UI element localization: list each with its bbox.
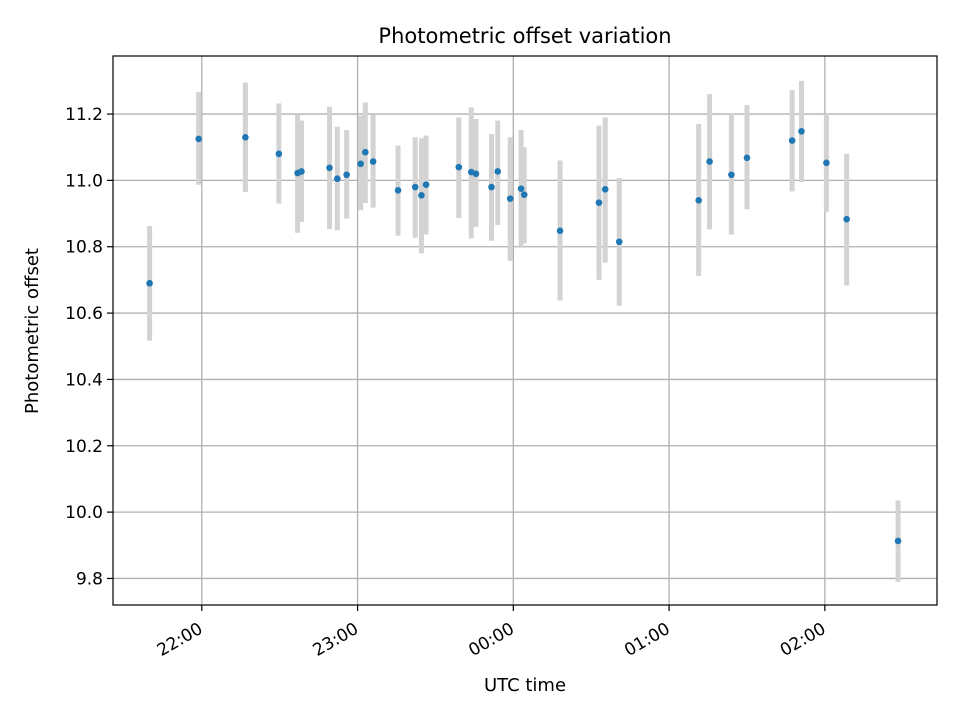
data-point bbox=[298, 168, 305, 175]
data-point bbox=[798, 128, 805, 135]
data-point bbox=[146, 279, 153, 287]
data-point bbox=[520, 191, 528, 198]
data-point bbox=[411, 183, 419, 191]
data-point bbox=[788, 137, 796, 144]
data-point bbox=[743, 154, 751, 162]
data-point bbox=[894, 537, 902, 545]
data-point bbox=[601, 186, 609, 193]
data-point bbox=[362, 148, 369, 156]
data-point bbox=[369, 158, 377, 165]
data-point bbox=[506, 195, 514, 202]
plot-area bbox=[113, 56, 937, 605]
data-point bbox=[595, 199, 603, 206]
data-point bbox=[494, 168, 502, 175]
data-point bbox=[334, 175, 341, 183]
grid bbox=[113, 56, 937, 605]
data-point bbox=[343, 171, 350, 179]
data-point bbox=[195, 135, 202, 143]
chart-title: Photometric offset variation bbox=[378, 24, 671, 48]
data-point bbox=[517, 185, 525, 192]
data-point bbox=[556, 227, 564, 235]
y-tick-label: 10.2 bbox=[65, 437, 103, 457]
data-point bbox=[418, 192, 425, 199]
plot-frame bbox=[112, 55, 938, 606]
data-point bbox=[455, 163, 463, 171]
data-point bbox=[728, 171, 735, 179]
y-tick-label: 10.4 bbox=[65, 370, 103, 390]
y-tick-label: 9.8 bbox=[76, 569, 103, 589]
data-point bbox=[488, 183, 495, 191]
y-axis-label: Photometric offset bbox=[22, 248, 43, 414]
y-tick-label: 10.6 bbox=[65, 304, 103, 324]
data-point bbox=[326, 164, 333, 172]
data-point bbox=[422, 181, 430, 189]
data-point bbox=[242, 133, 249, 141]
data-point bbox=[695, 196, 702, 204]
data-point bbox=[823, 159, 830, 167]
data-points bbox=[146, 128, 902, 545]
y-tick-label: 10.8 bbox=[65, 238, 103, 258]
data-point bbox=[394, 187, 402, 194]
data-point bbox=[843, 215, 850, 223]
y-tick-label: 11.2 bbox=[65, 105, 103, 125]
data-point bbox=[357, 160, 364, 168]
y-tick-label: 11.0 bbox=[65, 171, 103, 191]
data-point bbox=[615, 238, 623, 246]
data-point bbox=[706, 158, 713, 165]
data-point bbox=[275, 150, 283, 158]
data-point bbox=[472, 170, 480, 178]
y-tick-label: 10.0 bbox=[65, 503, 103, 523]
x-axis-label: UTC time bbox=[484, 675, 566, 696]
